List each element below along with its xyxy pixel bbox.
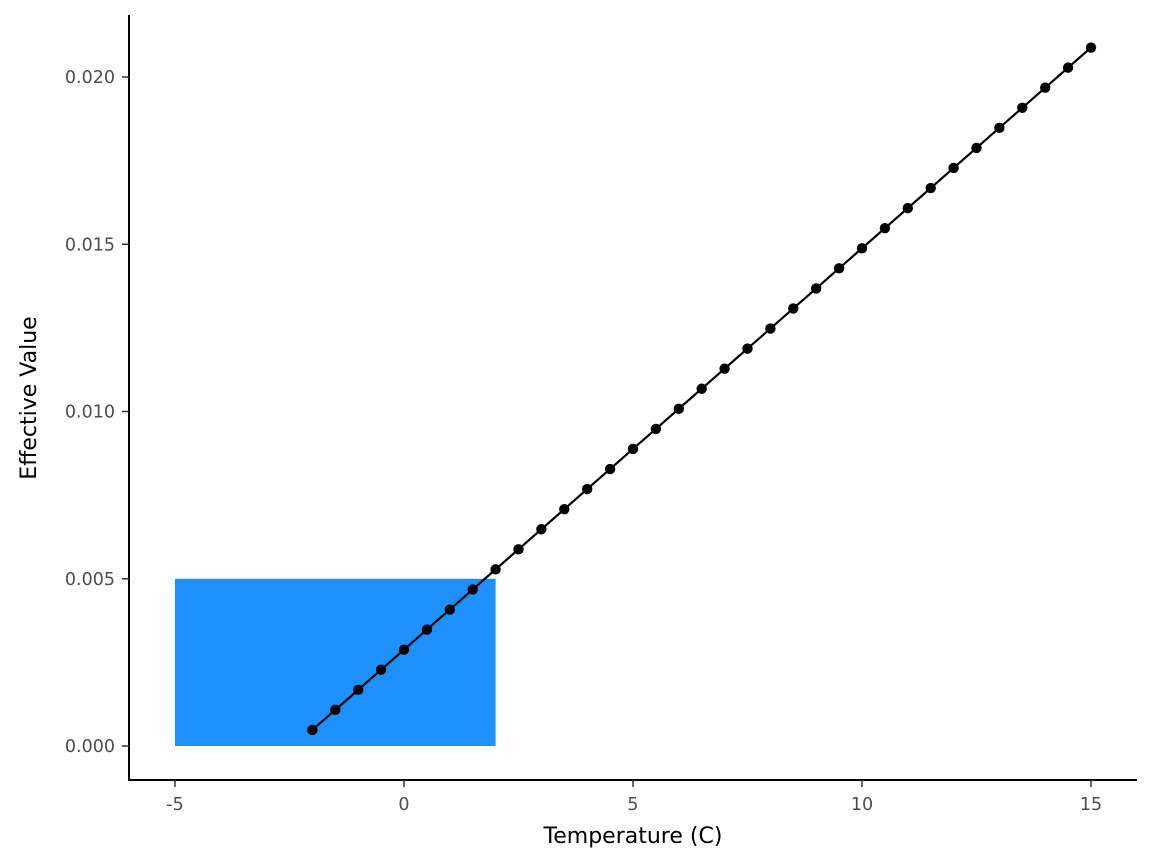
data-point (994, 122, 1005, 134)
y-tick-label: 0.005 (65, 570, 115, 590)
y-tick-label: 0.020 (65, 68, 115, 88)
data-point (582, 483, 593, 495)
y-ticks: 0.000 0.005 0.010 0.015 0.020 (65, 68, 129, 757)
data-point (353, 684, 364, 696)
x-tick-label: -5 (166, 795, 183, 815)
data-point (398, 644, 410, 655)
data-point (467, 584, 478, 595)
x-tick-label: 15 (1080, 795, 1102, 815)
data-point (627, 443, 639, 455)
data-point (696, 383, 707, 394)
x-tick-label: 5 (627, 795, 638, 815)
data-point (444, 604, 455, 615)
data-point (490, 564, 501, 575)
shaded-region (175, 578, 496, 746)
y-tick-label: 0.000 (65, 737, 115, 757)
data-point (1085, 42, 1097, 53)
y-axis-title: Effective Value (17, 316, 42, 479)
x-tick-label: 10 (851, 795, 873, 815)
data-point (948, 162, 959, 174)
shaded-region-layer (175, 578, 496, 746)
data-point (879, 222, 891, 234)
data-point (902, 202, 913, 214)
data-point (604, 463, 616, 475)
data-point (856, 243, 868, 254)
y-tick-label: 0.015 (65, 235, 115, 255)
data-point (1062, 62, 1074, 73)
data-point (719, 363, 730, 374)
data-point (1017, 102, 1028, 113)
data-point (513, 544, 524, 555)
data-point (307, 724, 318, 736)
y-tick-label: 0.010 (65, 403, 115, 423)
data-point (559, 503, 570, 515)
data-point (673, 403, 684, 415)
data-point (833, 263, 845, 274)
data-point (971, 142, 982, 154)
series-layer (307, 42, 1097, 736)
data-point (811, 283, 822, 294)
data-point (421, 624, 433, 635)
data-point (788, 303, 799, 314)
x-ticks: -5 0 5 10 15 (166, 780, 1102, 815)
data-point (650, 423, 662, 435)
data-point (536, 524, 547, 535)
data-point (1040, 82, 1051, 93)
data-point (742, 343, 753, 354)
data-point (375, 664, 387, 675)
x-tick-label: 0 (398, 795, 409, 815)
data-point (765, 323, 776, 334)
data-point (925, 182, 936, 194)
data-point (330, 704, 341, 716)
x-axis-title: Temperature (C) (543, 824, 723, 849)
